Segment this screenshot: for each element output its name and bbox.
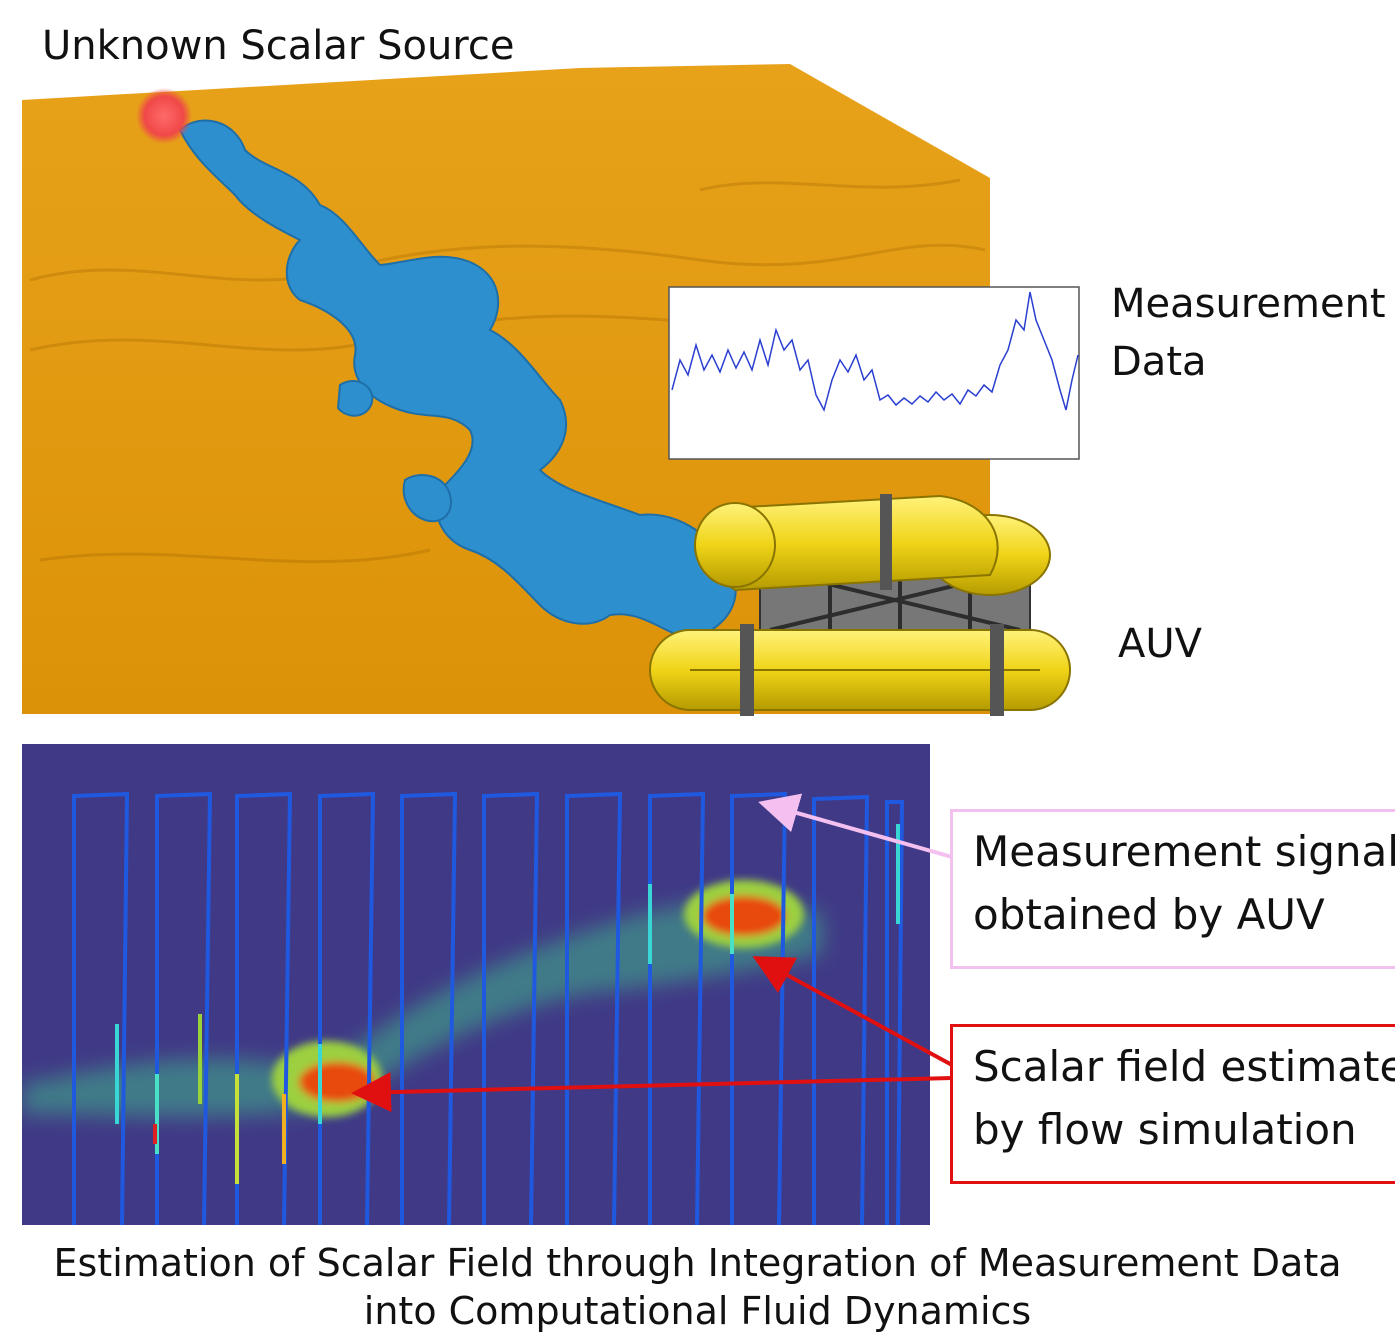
auv-label: AUV (1118, 621, 1203, 667)
signal-arrow (758, 793, 953, 859)
scalar-plume (178, 119, 737, 642)
measurement-label-line-2: Data (1111, 339, 1207, 385)
caption-line-2: into Computational Fluid Dynamics (363, 1288, 1032, 1333)
measurement-plot (668, 286, 1080, 460)
estimate-arrow-lower (351, 1072, 953, 1113)
source-dot (136, 88, 192, 144)
measurement-label-line-1: Measurement (1111, 281, 1386, 327)
hotspot-upper (684, 880, 804, 948)
measurement-signal-line (671, 291, 1079, 413)
auv-vehicle (649, 494, 1071, 716)
auv-track-lines (72, 791, 905, 1225)
source-label: Unknown Scalar Source (42, 23, 515, 69)
estimated-plume-band (22, 902, 822, 1117)
estimate-arrow-upper (752, 956, 953, 1067)
signal-callout-line-2: obtained by AUV (973, 890, 1325, 939)
estimate-callout: Scalar field estimated by flow simulatio… (950, 1024, 1395, 1184)
signal-callout: Measurement signal obtained by AUV (950, 809, 1395, 969)
figure-caption: Estimation of Scalar Field through Integ… (0, 1240, 1395, 1335)
plume-illustration (22, 64, 1080, 716)
caption-line-1: Estimation of Scalar Field through Integ… (53, 1241, 1342, 1285)
signal-callout-line-1: Measurement signal (973, 827, 1395, 876)
estimate-callout-line-1: Scalar field estimated (973, 1042, 1395, 1091)
estimate-callout-line-2: by flow simulation (973, 1105, 1357, 1154)
